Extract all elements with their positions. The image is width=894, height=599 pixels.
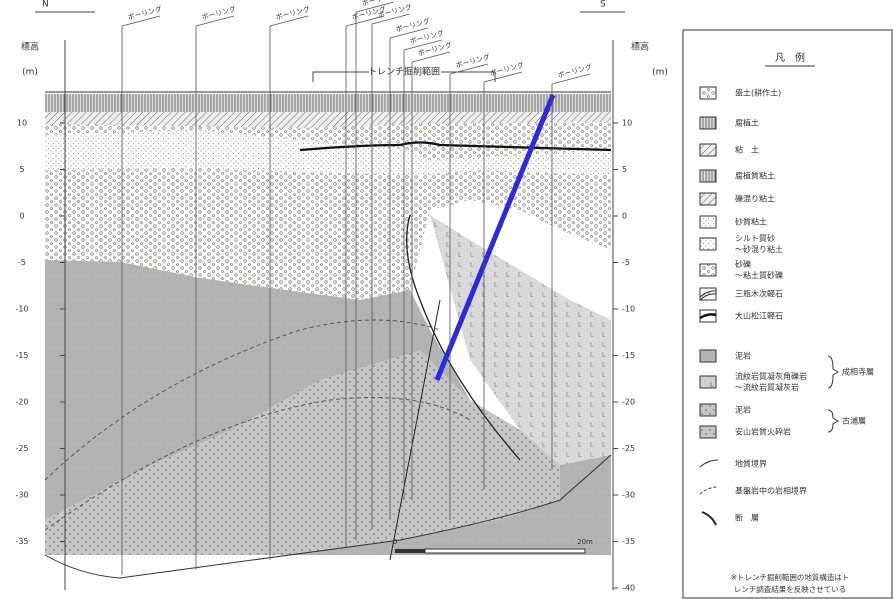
legend-label: 基盤岩中の岩相境界 — [735, 486, 807, 496]
legend-swatch — [700, 117, 716, 129]
legend-swatch — [700, 426, 716, 438]
scale-bar — [395, 549, 425, 553]
legend-label: 地質境界 — [735, 459, 767, 469]
legend-label: 盛土(耕作土) — [735, 88, 781, 98]
south-label: S — [600, 0, 606, 10]
tick-label: -20 — [15, 398, 28, 407]
legend-label: 礫混り粘土 — [735, 194, 775, 204]
tick-label: -35 — [622, 537, 635, 546]
legend-label: 砂礫 — [735, 259, 751, 269]
legend-label: 粘 土 — [735, 145, 759, 155]
borehole-label: ボーリング — [557, 62, 593, 80]
tick-label: 0 — [19, 212, 24, 221]
legend-swatch — [700, 87, 716, 99]
legend-label: シルト質砂 — [735, 233, 775, 243]
tick-label: -10 — [622, 305, 635, 314]
tick-label: 5 — [622, 165, 627, 174]
legend-swatch — [700, 404, 716, 416]
below-base — [45, 555, 611, 592]
scale-start: 0 — [393, 538, 397, 546]
legend-swatch — [700, 376, 716, 388]
north-label: N — [42, 0, 49, 10]
borehole-label: ボーリング — [275, 4, 311, 22]
legend-swatch — [700, 264, 716, 276]
tick-label: -25 — [15, 444, 28, 453]
legend-swatch — [700, 350, 716, 362]
borehole-label: ボーリング — [455, 52, 491, 70]
tick-label: 5 — [19, 165, 24, 174]
legend-note: ※トレンチ掘削範囲の地質構造はト — [731, 572, 850, 582]
legend-title: 凡 例 — [775, 51, 805, 64]
legend-label: 安山岩質火砕岩 — [735, 427, 791, 437]
borehole-label: ボーリング — [201, 4, 237, 22]
tick-label: -40 — [622, 584, 635, 593]
legend-swatch — [700, 144, 716, 156]
legend-label: 泥岩 — [735, 351, 751, 361]
legend-label: 腐植土 — [735, 118, 759, 128]
scale-end: 20m — [577, 538, 593, 546]
topsoil-layer — [45, 94, 611, 112]
legend-label: 砂質粘土 — [735, 217, 767, 227]
tick-label: 10 — [17, 119, 27, 128]
legend-label: 大山松江軽石 — [735, 311, 783, 321]
borehole-label: ボーリング — [489, 60, 525, 78]
scale-bar — [425, 549, 585, 553]
legend-label: ～砂混り粘土 — [735, 244, 783, 254]
tick-label: -25 — [622, 444, 635, 453]
section: N S 標高 (m) 標高 (m) トレンチ掘削範囲 0 20m — [21, 0, 668, 592]
group-label: 成相寺層 — [842, 367, 874, 377]
cross-section-page: L N S 標高 (m) 標高 (m) トレンチ掘削範囲 0 20m 凡 例 盛… — [0, 0, 894, 599]
tick-label: 10 — [622, 119, 632, 128]
legend-swatch — [700, 238, 716, 250]
legend-swatch — [700, 170, 716, 182]
tick-label: -20 — [622, 398, 635, 407]
legend-label: ～粘土質砂礫 — [735, 270, 783, 280]
axis-title: 標高 — [631, 41, 649, 53]
legend-note: レンチ調査結果を反映させている — [734, 584, 847, 594]
legend-label: ～流紋岩質凝灰岩 — [735, 382, 799, 392]
tick-label: -35 — [15, 537, 28, 546]
legend-label: 三瓶木次軽石 — [735, 289, 783, 299]
tick-label: -5 — [622, 258, 630, 267]
tick-label: -30 — [15, 491, 28, 500]
tick-label: -10 — [15, 305, 28, 314]
axis-unit: (m) — [22, 68, 38, 78]
axis-title: 標高 — [21, 41, 39, 53]
group-label: 古浦層 — [842, 416, 866, 426]
axis-unit: (m) — [652, 68, 668, 78]
legend-swatch — [700, 193, 716, 205]
legend-label: 流紋岩質凝灰角礫岩 — [735, 371, 807, 381]
tick-label: -30 — [622, 491, 635, 500]
borehole-label: ボーリング — [395, 16, 431, 34]
legend-label: 腐植質粘土 — [735, 171, 775, 181]
tick-label: 0 — [622, 212, 627, 221]
borehole-label: ボーリング — [127, 4, 163, 22]
tick-label: -15 — [15, 351, 28, 360]
tick-label: -5 — [18, 258, 26, 267]
tick-label: -15 — [622, 351, 635, 360]
legend-label: 断 層 — [735, 513, 759, 523]
legend-label: 泥岩 — [735, 405, 751, 415]
legend-swatch — [700, 216, 716, 228]
